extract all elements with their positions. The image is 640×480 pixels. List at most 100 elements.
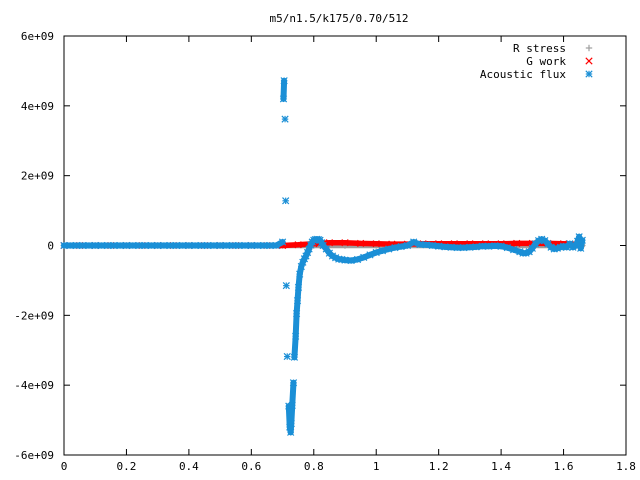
data-point — [104, 241, 112, 250]
data-point — [294, 283, 303, 292]
data-point — [478, 242, 487, 250]
data-point — [235, 241, 243, 250]
data-point — [566, 240, 574, 248]
data-point — [287, 419, 295, 428]
data-point — [241, 241, 249, 250]
data-point — [266, 241, 274, 250]
x-tick-label: 1 — [373, 460, 380, 473]
series-trail — [61, 77, 586, 436]
data-point — [72, 241, 81, 250]
x-tick-label: 0.2 — [117, 460, 137, 473]
data-point — [484, 242, 493, 250]
x-tick-label: 1.2 — [429, 460, 449, 473]
data-point — [441, 243, 449, 251]
legend-label: R stress — [513, 42, 566, 55]
x-tick-label: 1.6 — [554, 460, 574, 473]
data-point — [347, 256, 355, 265]
series-layer — [60, 77, 586, 436]
x-tick-label: 0.8 — [304, 460, 324, 473]
data-point — [85, 241, 93, 250]
data-point — [325, 239, 334, 247]
data-point — [141, 241, 149, 250]
data-point — [147, 241, 156, 250]
data-point — [122, 241, 131, 250]
legend-label: Acoustic flux — [480, 68, 566, 81]
data-point — [289, 379, 298, 387]
data-point — [378, 247, 387, 255]
data-point — [538, 235, 546, 243]
legend-marker — [585, 57, 593, 65]
data-point — [154, 241, 162, 250]
data-point — [296, 270, 304, 278]
data-point — [166, 241, 174, 250]
data-point — [322, 245, 330, 253]
data-point — [282, 197, 290, 205]
data-point — [272, 241, 280, 250]
chart-title: m5/n1.5/k175/0.70/512 — [269, 12, 408, 25]
data-point — [216, 241, 224, 250]
data-point — [578, 236, 586, 244]
data-point — [372, 248, 380, 257]
data-point — [397, 242, 405, 251]
data-point — [428, 241, 437, 250]
data-point — [509, 246, 518, 254]
data-point — [503, 243, 511, 252]
data-point — [116, 241, 124, 250]
data-point — [453, 243, 462, 252]
data-point — [360, 253, 368, 261]
data-point — [341, 256, 349, 264]
data-point — [203, 241, 212, 250]
data-point — [294, 241, 302, 249]
data-point — [577, 244, 585, 252]
data-point — [353, 255, 362, 264]
legend-item: G work — [526, 55, 593, 68]
data-point — [410, 238, 418, 246]
y-tick-label: -6e+09 — [14, 449, 54, 462]
data-point — [228, 241, 237, 250]
data-point — [191, 241, 199, 250]
data-point — [210, 241, 218, 250]
data-point — [356, 239, 365, 248]
data-point — [341, 239, 349, 247]
data-point — [222, 241, 230, 250]
data-point — [366, 251, 374, 259]
x-tick-label: 0 — [61, 460, 68, 473]
data-point — [491, 242, 499, 250]
data-point — [447, 243, 455, 251]
data-point — [391, 243, 399, 252]
data-point — [282, 282, 290, 290]
y-tick-label: -2e+09 — [14, 309, 54, 322]
data-point — [435, 242, 443, 250]
data-point — [460, 243, 468, 252]
data-point — [497, 242, 505, 250]
data-point — [513, 239, 521, 248]
y-tick-label: 2e+09 — [21, 170, 54, 183]
data-point — [129, 241, 137, 250]
data-point — [66, 241, 74, 250]
data-point — [260, 241, 268, 250]
data-point — [160, 241, 168, 250]
data-point — [472, 243, 480, 251]
data-point — [466, 243, 474, 251]
series-acoustic-flux — [60, 77, 586, 436]
data-point — [179, 241, 187, 250]
x-tick-label: 0.4 — [179, 460, 199, 473]
data-point — [197, 241, 206, 250]
data-point — [79, 241, 87, 250]
x-tick-label: 1.4 — [491, 460, 511, 473]
data-point — [97, 241, 106, 250]
x-tick-label: 1.8 — [616, 460, 636, 473]
data-point — [60, 241, 68, 250]
data-point — [292, 332, 300, 340]
data-point — [385, 245, 393, 253]
data-point — [372, 240, 380, 248]
y-tick-label: -4e+09 — [14, 379, 54, 392]
data-point — [416, 240, 424, 249]
data-point — [110, 241, 118, 250]
data-point — [283, 352, 291, 361]
data-point — [288, 401, 296, 410]
x-axis: 0 0.2 0.4 0.6 0.8 1 1.2 1.4 1.6 1.8 — [61, 36, 636, 473]
